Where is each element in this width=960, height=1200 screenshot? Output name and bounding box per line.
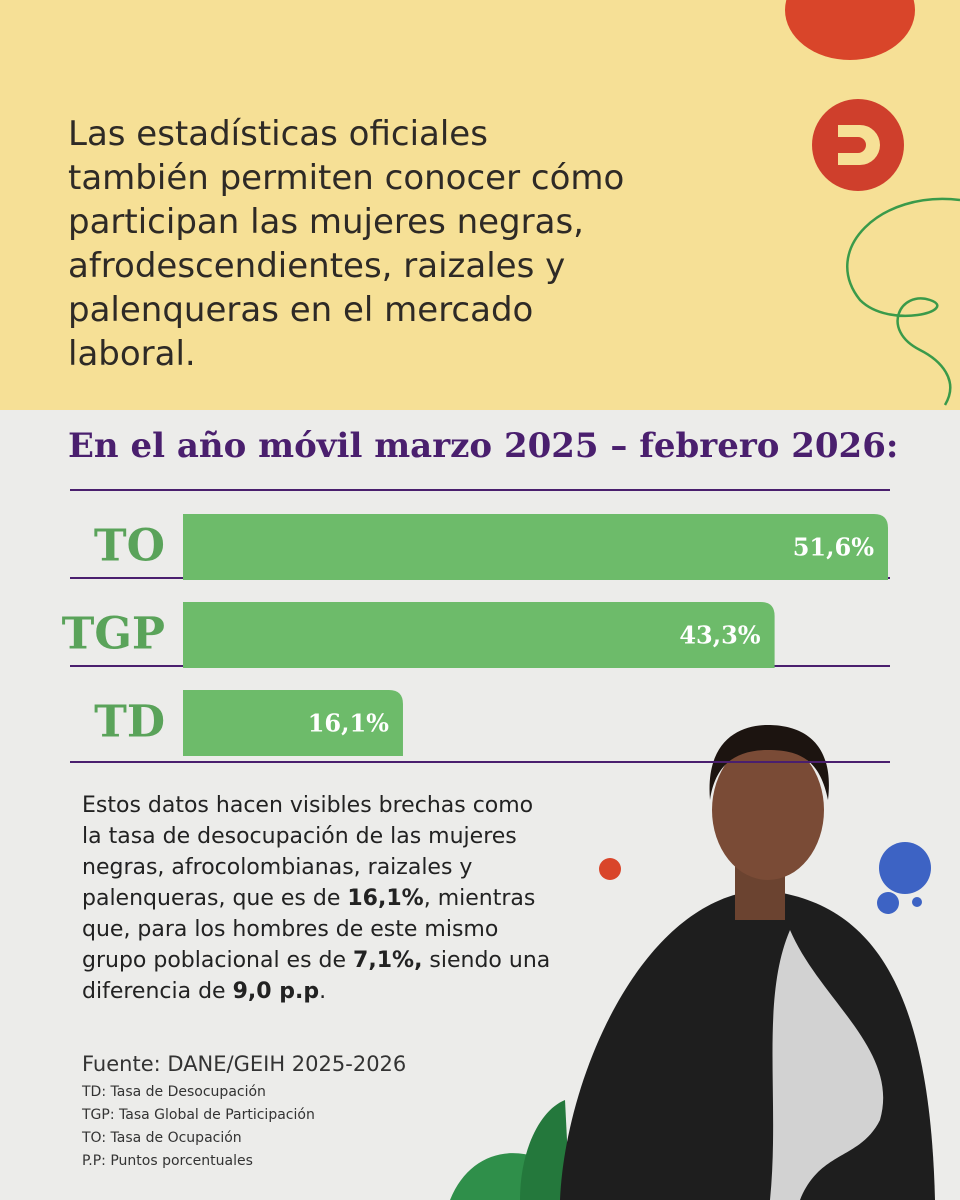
source: Fuente: DANE/GEIH 2025-2026 [82,1052,406,1076]
value-label: 51,6% [793,533,874,562]
glossary-item: P.P: Puntos porcentuales [82,1153,253,1169]
body-highlight: 7,1%, [353,948,423,973]
header-background [0,0,960,410]
logo [812,99,904,191]
bar [183,602,775,668]
glossary-text: Tasa de Ocupación [110,1130,242,1146]
logo-mark [838,125,880,165]
person-face [712,740,824,880]
category-label: TGP [62,609,165,660]
body-text-segment: , mientras que, para los hombres de este… [82,886,536,973]
glossary-item: TO: Tasa de Ocupación [82,1130,242,1146]
glossary-item: TD: Tasa de Desocupación [82,1084,266,1100]
glossary-text: Puntos porcentuales [110,1153,253,1169]
body-text-segment: siendo una diferencia de [82,948,551,1004]
decor-leaf [520,1100,570,1200]
decor-dot [912,897,922,907]
chart-title: En el año móvil marzo 2025 – febrero 202… [68,426,898,466]
bar [183,514,888,580]
glossary-abbr: P.P: [82,1153,106,1169]
body-text-segment: Estos datos hacen visibles brechas como … [82,793,534,911]
intro-text: Las estadísticas oficiales también permi… [68,114,625,374]
body-highlight: 16,1% [347,886,424,911]
decor-dot [877,892,899,914]
category-label: TD [94,697,165,748]
shirt-pattern [770,930,884,1200]
body-highlight: 9,0 p.p [232,979,320,1004]
glossary-abbr: TO: [82,1130,107,1146]
value-label: 16,1% [308,709,389,738]
decor-blob [785,0,915,60]
decor-curl [846,197,960,406]
glossary-abbr: TD: [82,1084,107,1100]
body-text-segment: . [319,979,327,1004]
source-text: DANE/GEIH 2025-2026 [167,1052,407,1076]
decor-dot [879,842,931,894]
bar [183,690,403,756]
decor-dot [599,858,621,880]
person-shirt [560,890,935,1200]
glossary-item: TGP: Tasa Global de Participación [82,1107,315,1123]
chart: En el año móvil marzo 2025 – febrero 202… [62,426,898,763]
body-text: Estos datos hacen visibles brechas como … [82,790,552,1007]
glossary-text: Tasa de Desocupación [110,1084,266,1100]
value-label: 43,3% [679,621,760,650]
source-label: Fuente: [82,1052,161,1076]
category-label: TO [94,521,165,572]
glossary-text: Tasa Global de Participación [119,1107,315,1123]
glossary-abbr: TGP: [82,1107,115,1123]
person-hair [709,725,829,800]
